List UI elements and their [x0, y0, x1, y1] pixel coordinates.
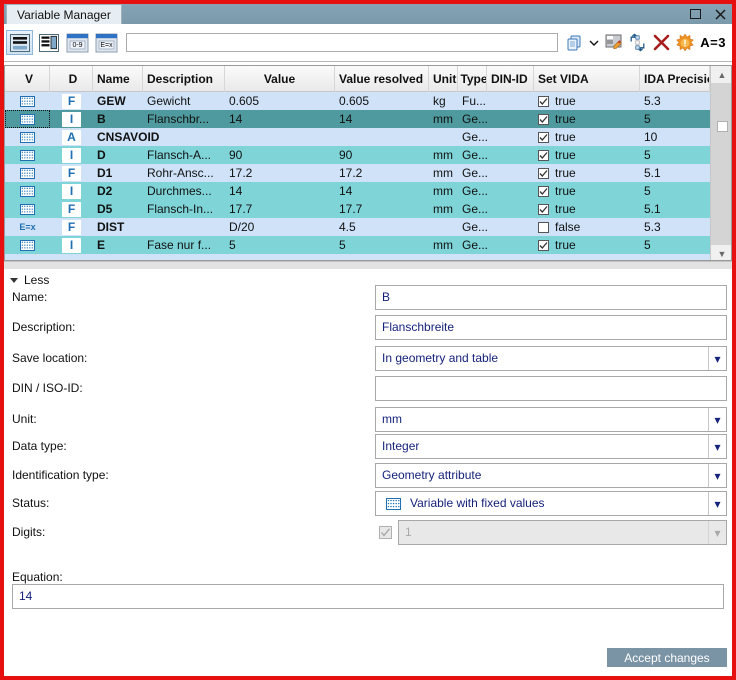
- svg-text:E=x: E=x: [100, 42, 113, 49]
- svg-text:0-9: 0-9: [72, 42, 82, 49]
